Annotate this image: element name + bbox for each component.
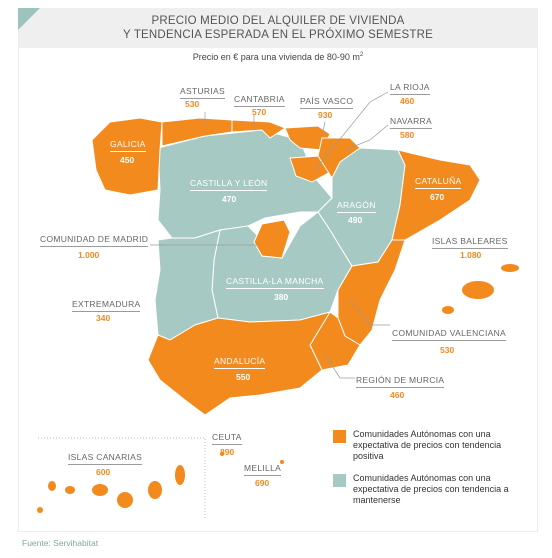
region-andalucia (147, 311, 332, 416)
label-la-rioja: LA RIOJA (390, 82, 430, 95)
island-mallorca (462, 281, 494, 299)
label-navarra: NAVARRA (390, 116, 432, 129)
label-castilla-leon: CASTILLA Y LEÓN (190, 178, 268, 191)
region-castilla-leon (157, 129, 333, 239)
value-castilla-leon: 470 (222, 194, 237, 204)
legend-stable-text: Comunidades Autónomas con una expectativ… (353, 473, 509, 505)
island-canarias-3 (92, 484, 108, 496)
subtitle: Precio en € para una vivienda de 80-90 m… (18, 52, 538, 62)
value-asturias: 530 (185, 99, 200, 109)
region-madrid (253, 219, 291, 259)
label-canarias: ISLAS CANARIAS (68, 452, 143, 465)
label-pais-vasco: PAÍS VASCO (300, 96, 354, 109)
label-aragon: ARAGÓN (337, 200, 376, 213)
island-ibiza (442, 306, 454, 314)
label-galicia: GALICIA (110, 139, 146, 152)
value-navarra: 580 (400, 130, 415, 140)
island-canarias-1 (48, 481, 56, 491)
value-aragon: 490 (348, 215, 363, 225)
value-madrid: 1.000 (78, 250, 100, 260)
region-galicia (91, 117, 163, 196)
value-murcia: 460 (390, 390, 405, 400)
source-note: Fuente: Servihabitat (22, 538, 99, 548)
label-castilla-mancha: CASTILLA-LA MANCHA (226, 276, 324, 289)
island-canarias-7 (37, 507, 43, 513)
value-baleares: 1.080 (460, 250, 482, 260)
value-extremadura: 340 (96, 313, 111, 323)
ceuta-marker (220, 452, 224, 456)
label-murcia: REGIÓN DE MURCIA (356, 375, 445, 388)
chart-title: PRECIO MEDIO DEL ALQUILER DE VIVIENDA Y … (18, 14, 538, 42)
title-line-2: Y TENDENCIA ESPERADA EN EL PRÓXIMO SEMES… (122, 29, 434, 41)
label-asturias: ASTURIAS (180, 86, 225, 99)
label-valenciana: COMUNIDAD VALENCIANA (392, 328, 506, 341)
label-melilla: MELILLA (244, 463, 282, 476)
region-cantabria (231, 119, 287, 139)
legend-positive-swatch (333, 430, 346, 443)
value-castilla-mancha: 380 (274, 292, 289, 302)
melilla-marker (280, 460, 284, 464)
value-cataluna: 670 (430, 192, 445, 202)
island-canarias-2 (65, 486, 75, 494)
label-cataluna: CATALUÑA (415, 176, 462, 189)
island-menorca (501, 264, 519, 272)
region-cataluna (391, 149, 481, 241)
island-canarias-6 (175, 465, 185, 485)
value-la-rioja: 460 (400, 96, 415, 106)
value-valenciana: 530 (440, 345, 455, 355)
leader-lines (150, 91, 390, 379)
title-line-1: PRECIO MEDIO DEL ALQUILER DE VIVIENDA (151, 15, 405, 27)
corner-accent (18, 8, 40, 30)
value-pais-vasco: 930 (318, 110, 333, 120)
island-canarias-4 (117, 492, 133, 508)
value-andalucia: 550 (236, 372, 251, 382)
legend-stable-swatch (333, 474, 346, 487)
value-ceuta: 890 (220, 447, 235, 457)
value-cantabria: 570 (252, 107, 267, 117)
island-canarias-5 (148, 481, 162, 499)
subtitle-sup: 2 (359, 52, 364, 58)
value-melilla: 690 (255, 478, 270, 488)
label-baleares: ISLAS BALEARES (432, 236, 508, 249)
region-la-rioja (289, 155, 331, 183)
label-extremadura: EXTREMADURA (72, 299, 141, 312)
value-galicia: 450 (120, 155, 135, 165)
label-madrid: COMUNIDAD DE MADRID (40, 234, 149, 247)
label-ceuta: CEUTA (212, 432, 242, 445)
label-andalucia: ANDALUCÍA (214, 356, 266, 369)
title-bar (18, 8, 538, 48)
legend-positive-text: Comunidades Autónomas con una expectativ… (353, 429, 502, 461)
subtitle-text: Precio en € para una vivienda de 80-90 m (192, 52, 360, 62)
value-canarias: 600 (96, 467, 111, 477)
label-cantabria: CANTABRIA (234, 94, 285, 107)
